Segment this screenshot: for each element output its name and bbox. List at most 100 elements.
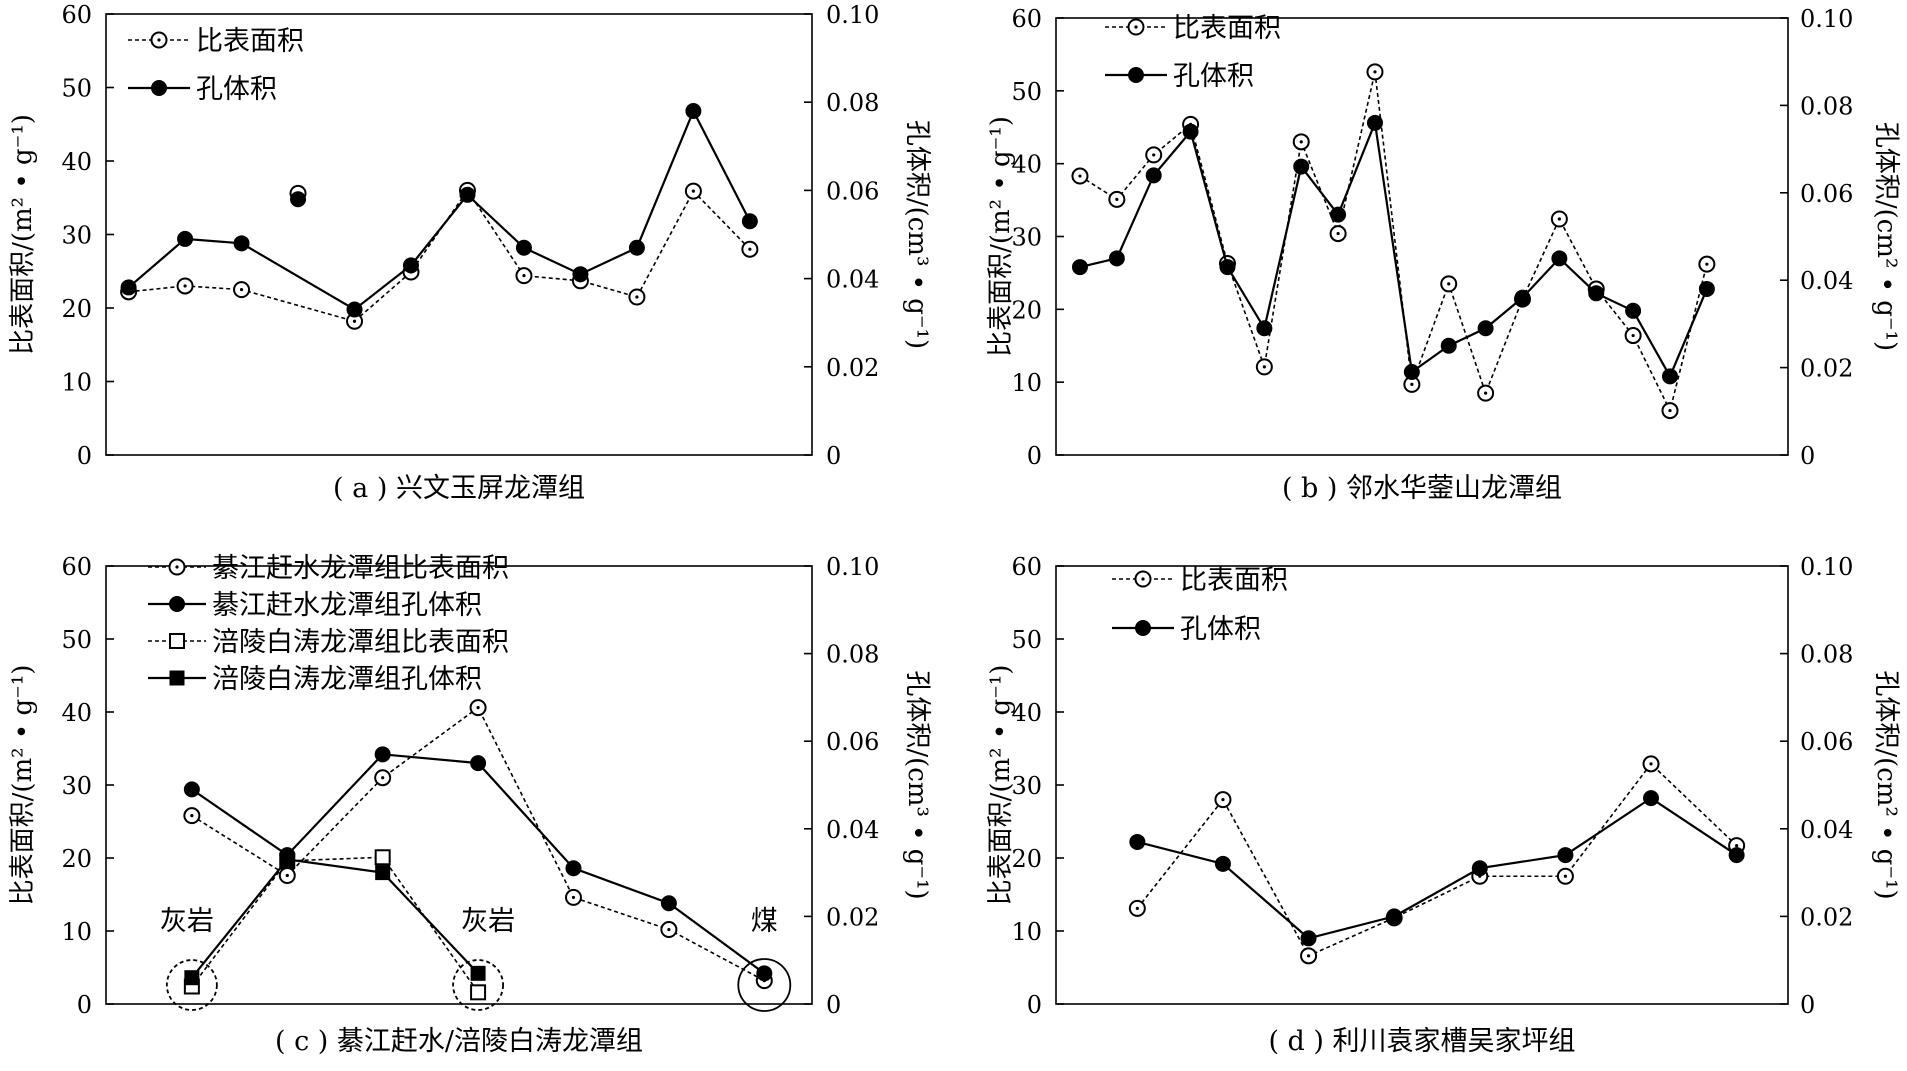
left-tick-label: 30: [1011, 772, 1042, 800]
data-point-dot: [1299, 140, 1303, 144]
data-point: [1145, 167, 1162, 184]
left-tick-label: 50: [1011, 78, 1042, 106]
left-tick-label: 20: [1011, 296, 1042, 324]
data-point-dot: [183, 284, 187, 288]
legend-label: 綦江赶水龙潭组孔体积: [212, 590, 482, 621]
legend-marker-dot: [1141, 577, 1145, 581]
y-axis-label-right: 孔体积/(cm³ • g⁻¹): [902, 120, 932, 349]
data-point: [290, 191, 307, 208]
data-point: [1728, 847, 1745, 864]
chart-a: 0 10 20 30 40 50 60 0 0.02 0.04 0.06 0.08 0.10 比表面积/(…: [8, 1, 932, 504]
data-point-dot: [352, 319, 357, 323]
data-point: [1403, 363, 1420, 380]
annotation-circle: [452, 959, 504, 1011]
y-axis-label-left: 比表面积/(m² • g⁻¹): [8, 665, 38, 906]
right-tick-label: 0.10: [1800, 553, 1853, 581]
data-point-dot: [285, 873, 289, 878]
data-point: [402, 257, 419, 274]
data-point: [1214, 855, 1231, 872]
data-point: [459, 186, 476, 203]
data-point: [375, 865, 391, 881]
data-point-dot: [1135, 906, 1139, 910]
data-point-dot: [1336, 231, 1340, 236]
right-tick-label: 0: [826, 991, 841, 1019]
series-line-1: [1137, 796, 1738, 940]
left-tick-label: 0: [77, 991, 92, 1019]
data-point-dot: [1221, 798, 1225, 802]
right-tick-label: 0.04: [826, 266, 879, 294]
right-tick-label: 0.08: [826, 89, 879, 117]
legend-marker: [169, 596, 185, 612]
left-tick-label: 40: [61, 699, 92, 727]
right-tick-label: 0.06: [1800, 728, 1853, 756]
left-tick-label: 0: [1027, 442, 1042, 470]
data-point-dot: [1152, 153, 1156, 157]
right-tick-label: 0.08: [1800, 92, 1853, 120]
right-tick-label: 0.04: [1800, 816, 1853, 844]
right-tick-label: 0.02: [1800, 355, 1853, 383]
panel-caption: ( b ) 邻水华蓥山龙潭组: [1282, 473, 1562, 504]
data-point: [346, 301, 363, 318]
left-tick-label: 0: [1027, 991, 1042, 1019]
left-tick-label: 10: [61, 369, 92, 397]
data-point: [756, 965, 773, 982]
series-line-0: [191, 706, 765, 982]
annotation-circle: [737, 958, 792, 1012]
legend-label: 綦江赶水龙潭组比表面积: [212, 553, 509, 584]
data-point: [1588, 285, 1605, 302]
y-axis-label-right: 孔体积/(cm² • g⁻¹): [1871, 122, 1901, 351]
data-point-dot: [1668, 408, 1672, 413]
data-point: [1625, 302, 1642, 319]
data-point: [183, 781, 200, 798]
data-point-dot: [748, 247, 752, 251]
left-tick-label: 30: [1011, 224, 1042, 252]
data-point: [1219, 259, 1236, 276]
data-point-dot: [1705, 262, 1709, 266]
left-tick-label: 40: [1011, 699, 1042, 727]
data-point-dot: [635, 295, 639, 299]
data-point-dot: [1078, 174, 1082, 178]
data-point: [741, 213, 758, 230]
data-point: [1698, 280, 1715, 297]
annotation-label: 灰岩: [160, 906, 214, 937]
data-point: [572, 266, 589, 283]
legend-marker-dot: [1134, 25, 1138, 29]
data-point-dot: [190, 814, 194, 818]
data-point: [1300, 930, 1317, 947]
legend-label: 涪陵白涛龙潭组孔体积: [212, 664, 482, 695]
data-point: [515, 239, 532, 256]
data-point: [1182, 123, 1199, 140]
data-point: [233, 235, 250, 252]
left-tick-label: 50: [1011, 626, 1042, 654]
annotation-label: 灰岩: [461, 906, 515, 937]
legend-label: 比表面积: [196, 26, 304, 57]
data-point: [120, 279, 137, 296]
plot-frame: [1055, 565, 1789, 1005]
data-point-dot: [1649, 762, 1653, 766]
right-tick-label: 0.06: [826, 728, 879, 756]
right-tick-label: 0: [1800, 991, 1815, 1019]
left-tick-label: 60: [1011, 5, 1042, 33]
left-tick-label: 10: [61, 918, 92, 946]
data-point: [1386, 908, 1403, 925]
legend-label: 孔体积: [1173, 61, 1254, 92]
data-point: [660, 895, 677, 912]
chart-d: 0 10 20 30 40 50 60 0 0.02 0.04 0.06 0.08 0.10 比表面积/(…: [986, 553, 1901, 1057]
right-tick-label: 0.10: [826, 1, 879, 29]
left-tick-label: 30: [61, 222, 92, 250]
right-tick-label: 0.02: [826, 354, 879, 382]
data-point: [279, 851, 295, 867]
legend-marker: [169, 633, 185, 649]
legend-label: 孔体积: [1180, 614, 1261, 645]
right-tick-label: 0.02: [1800, 903, 1853, 931]
data-point: [374, 849, 391, 866]
data-point-dot: [571, 895, 576, 900]
legend-marker: [151, 80, 167, 96]
left-tick-label: 40: [1011, 151, 1042, 179]
right-tick-label: 0.10: [1800, 5, 1853, 33]
data-point: [1108, 250, 1125, 267]
data-point: [565, 860, 582, 877]
right-tick-label: 0: [826, 442, 841, 470]
y-axis-label-right: 孔体积/(cm² • g⁻¹): [1871, 670, 1901, 899]
annotation-circle: [165, 959, 218, 1011]
